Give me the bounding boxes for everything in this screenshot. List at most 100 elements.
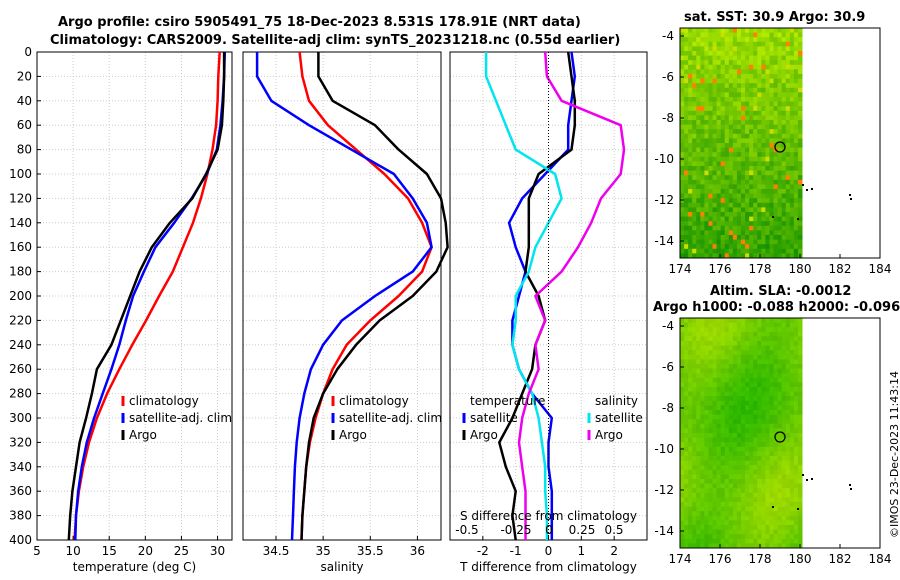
map-cell: [688, 184, 693, 190]
map-cell: [724, 253, 730, 259]
map-cell: [749, 69, 754, 75]
map-y-tick-label: -8: [662, 401, 674, 415]
map-cell: [753, 175, 758, 181]
map-cell: [765, 322, 770, 328]
map-cell: [708, 216, 714, 222]
map-cell: [749, 515, 754, 521]
map-cell: [757, 405, 762, 411]
map-cell: [684, 515, 689, 521]
map-cell: [773, 488, 779, 494]
map-cell: [720, 341, 726, 347]
map-cell: [757, 212, 762, 218]
map-cell: [793, 51, 799, 57]
map-cell: [728, 368, 734, 374]
map-cell: [684, 32, 689, 38]
map-cell: [785, 350, 791, 356]
map-cell: [761, 534, 766, 540]
map-cell: [765, 152, 770, 158]
map-cell: [712, 359, 718, 365]
map-cell: [736, 28, 742, 34]
map-cell: [785, 124, 791, 130]
map-cell: [720, 410, 726, 416]
map-cell: [732, 124, 738, 130]
map-cell: [736, 124, 742, 130]
map-cell: [789, 41, 795, 47]
map-cell: [688, 525, 693, 531]
map-cell: [777, 156, 783, 162]
map-cell: [765, 138, 770, 144]
map-cell: [712, 41, 718, 47]
map-cell: [757, 179, 762, 185]
map-cell: [753, 161, 758, 167]
map-cell: [700, 60, 705, 66]
map-cell: [716, 138, 722, 144]
map-cell: [680, 373, 685, 379]
map-cell: [708, 133, 714, 139]
map-cell: [793, 419, 799, 425]
map-cell: [716, 248, 722, 254]
map-cell: [793, 497, 799, 503]
map-cell: [797, 170, 803, 176]
map-cell: [700, 37, 705, 43]
map-cell: [757, 28, 762, 34]
map-cell: [732, 377, 738, 383]
map-cell: [716, 433, 722, 439]
map-cell: [724, 106, 730, 112]
map-cell: [696, 405, 701, 411]
map-cell: [765, 506, 770, 512]
map-cell: [769, 350, 775, 356]
map-cell: [793, 529, 799, 535]
map-cell: [785, 170, 791, 176]
map-cell: [757, 202, 762, 208]
map-cell: [781, 46, 787, 52]
map-cell: [745, 212, 750, 218]
map-cell: [785, 230, 791, 236]
map-cell: [700, 120, 705, 126]
map-cell: [732, 175, 738, 181]
map-cell: [745, 156, 750, 162]
map-cell: [680, 235, 685, 241]
map-cell: [749, 520, 754, 526]
map-cell: [745, 354, 750, 360]
map-cell: [680, 170, 685, 176]
map-cell: [769, 373, 775, 379]
map-cell: [769, 534, 775, 540]
map-cell: [684, 446, 689, 452]
map-cell: [692, 405, 697, 411]
map-cell: [724, 143, 730, 149]
map-cell: [773, 442, 779, 448]
map-cell: [765, 345, 770, 351]
map-cell: [777, 32, 783, 38]
map-cell: [789, 331, 795, 337]
map-cell: [704, 101, 709, 107]
map-cell: [789, 248, 795, 254]
map-cell: [704, 520, 709, 526]
map-cell: [765, 483, 770, 489]
map-cell: [708, 387, 714, 393]
map-cell: [684, 230, 689, 236]
map-cell: [736, 543, 742, 549]
map-cell: [789, 391, 795, 397]
map-cell: [732, 354, 738, 360]
map-cell: [692, 515, 697, 521]
map-cell: [769, 244, 775, 250]
map-cell: [700, 55, 705, 61]
map-cell: [789, 525, 795, 531]
map-cell: [761, 152, 766, 158]
map-cell: [696, 543, 701, 549]
map-cell: [789, 534, 795, 540]
map-cell: [757, 101, 762, 107]
map-cell: [700, 515, 705, 521]
map-cell: [700, 198, 705, 204]
map-cell: [724, 368, 730, 374]
x-axis-label: temperature (deg C): [73, 560, 196, 574]
map-cell: [712, 502, 718, 508]
map-cell: [736, 55, 742, 61]
map-cell: [712, 253, 718, 259]
map-cell: [684, 28, 689, 34]
map-cell: [724, 225, 730, 231]
map-cell: [753, 216, 758, 222]
map-cell: [789, 460, 795, 466]
map-cell: [680, 216, 685, 222]
map-y-tick-label: -12: [654, 483, 674, 497]
